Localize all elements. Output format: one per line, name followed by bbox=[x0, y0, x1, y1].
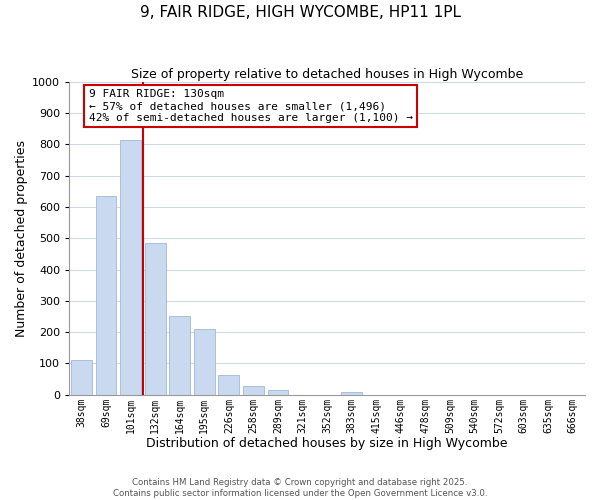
Bar bbox=[71, 360, 92, 395]
Title: Size of property relative to detached houses in High Wycombe: Size of property relative to detached ho… bbox=[131, 68, 523, 80]
Text: 9 FAIR RIDGE: 130sqm
← 57% of detached houses are smaller (1,496)
42% of semi-de: 9 FAIR RIDGE: 130sqm ← 57% of detached h… bbox=[89, 90, 413, 122]
Bar bbox=[268, 390, 289, 395]
Bar bbox=[169, 316, 190, 395]
Bar bbox=[95, 196, 116, 395]
Bar bbox=[194, 329, 215, 395]
Bar bbox=[145, 243, 166, 395]
Text: Contains HM Land Registry data © Crown copyright and database right 2025.
Contai: Contains HM Land Registry data © Crown c… bbox=[113, 478, 487, 498]
Text: 9, FAIR RIDGE, HIGH WYCOMBE, HP11 1PL: 9, FAIR RIDGE, HIGH WYCOMBE, HP11 1PL bbox=[139, 5, 461, 20]
Y-axis label: Number of detached properties: Number of detached properties bbox=[15, 140, 28, 336]
Bar bbox=[218, 376, 239, 395]
Bar bbox=[341, 392, 362, 395]
X-axis label: Distribution of detached houses by size in High Wycombe: Distribution of detached houses by size … bbox=[146, 437, 508, 450]
Bar bbox=[243, 386, 264, 395]
Bar bbox=[120, 140, 141, 395]
